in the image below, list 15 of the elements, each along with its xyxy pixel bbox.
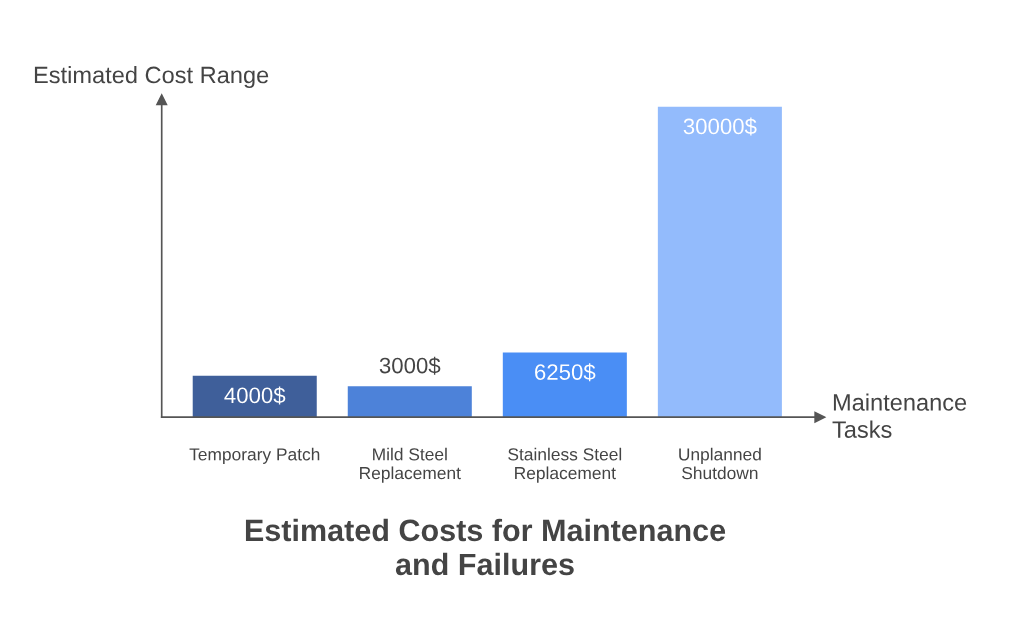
x-axis-title: Maintenance Tasks <box>832 393 967 438</box>
bar <box>192 375 317 418</box>
bar <box>347 386 472 418</box>
bar <box>657 106 782 418</box>
text: Estimated Costs for Maintenance and Failures <box>245 518 726 576</box>
data-label: 4000$ <box>224 386 286 405</box>
x-tick-label: Mild Steel Replacement <box>360 447 461 483</box>
data-label: 3000$ <box>379 356 441 375</box>
data-label: 30000$ <box>683 117 757 136</box>
x-tick-label: Stainless Steel Replacement <box>508 447 622 483</box>
x-tick-label: Temporary Patch <box>189 447 320 464</box>
bar <box>502 352 627 418</box>
y-axis-title: Estimated Cost Range <box>34 66 269 88</box>
data-label: 6250$ <box>535 363 596 382</box>
x-tick-label: Unplanned Shutdown <box>679 447 761 480</box>
